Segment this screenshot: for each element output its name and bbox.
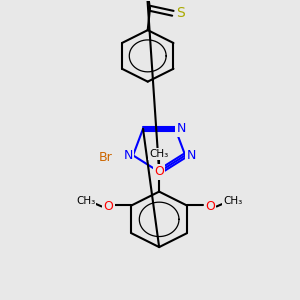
Text: CH₃: CH₃ bbox=[76, 196, 95, 206]
Text: CH₃: CH₃ bbox=[149, 149, 169, 159]
Text: O: O bbox=[205, 200, 215, 213]
Text: O: O bbox=[154, 165, 164, 178]
Text: S: S bbox=[176, 6, 185, 20]
Text: O: O bbox=[103, 200, 113, 213]
Text: N: N bbox=[186, 149, 196, 162]
Text: N: N bbox=[176, 122, 186, 135]
Text: CH₃: CH₃ bbox=[223, 196, 242, 206]
Text: Br: Br bbox=[99, 151, 112, 164]
Text: N: N bbox=[124, 149, 133, 162]
